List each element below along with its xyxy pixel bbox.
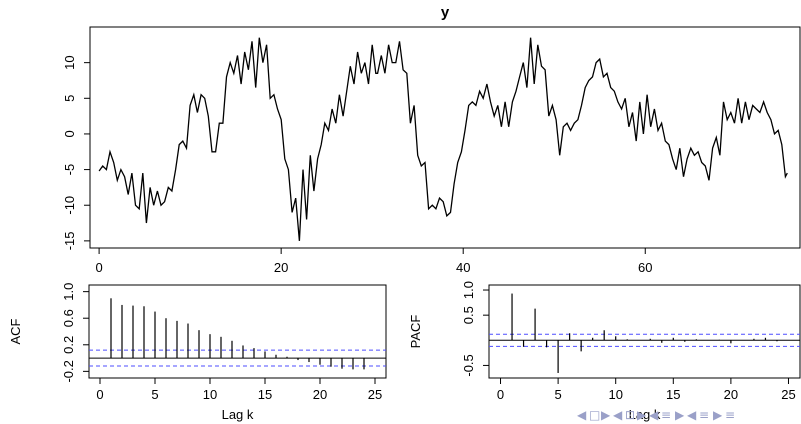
x-tick-label: 20 — [724, 387, 738, 402]
chart-title: y — [441, 4, 450, 21]
y-axis-label: PACF — [408, 315, 423, 349]
y-tick-label: -0.5 — [461, 354, 476, 376]
plot-frame — [488, 284, 801, 379]
y-tick-label: -15 — [62, 231, 77, 250]
nav-symbol: ▶ — [637, 408, 647, 422]
nav-symbol: ▶ — [601, 408, 611, 422]
x-tick-label: 25 — [781, 387, 795, 402]
x-tick-label: 20 — [274, 260, 288, 275]
nav-symbol: ◀ — [613, 408, 623, 422]
series-line — [98, 37, 788, 241]
x-tick-label: 5 — [151, 387, 158, 402]
chart-panel-0: 0 20 40 60 -15 -10 -5 0 5 10 y — [62, 4, 801, 275]
x-tick-label: 0 — [96, 387, 103, 402]
nav-symbol: ▶ — [713, 408, 723, 422]
x-tick-label: 10 — [203, 387, 217, 402]
x-tick-label: 0 — [497, 387, 504, 402]
x-tick-label: 60 — [638, 260, 652, 275]
x-axis-label: Lag k — [222, 407, 254, 422]
y-tick-label: -10 — [62, 196, 77, 215]
y-tick-label: -5 — [62, 164, 77, 176]
x-tick-label: 25 — [368, 387, 382, 402]
beamer-navigation: ◀ □ ▶ ◀ ⊡ ▶ ◀ ≡ ▶ ◀ ≡ ▶ ≡ — [577, 408, 735, 422]
x-tick-label: 40 — [456, 260, 470, 275]
x-tick-label: 20 — [313, 387, 327, 402]
y-tick-label: 5 — [62, 95, 77, 102]
nav-symbol: ⊡ — [625, 408, 635, 422]
nav-symbol: ▶ — [675, 408, 685, 422]
nav-symbol: ≡ — [725, 408, 735, 422]
plot-frame — [89, 26, 801, 249]
x-tick-label: 10 — [608, 387, 622, 402]
y-tick-label: -0.2 — [61, 360, 76, 382]
nav-symbol: ◀ — [649, 408, 659, 422]
nav-symbol: ≡ — [699, 408, 709, 422]
nav-symbol: ◀ — [687, 408, 697, 422]
x-tick-label: 15 — [258, 387, 272, 402]
nav-symbol: ◀ — [577, 408, 587, 422]
chart-panel-1: 0 5 10 15 20 25 -0.2 0.2 0.6 1.0 Lag k ACF — [8, 283, 387, 422]
nav-symbol: ≡ — [661, 408, 671, 422]
x-tick-label: 15 — [666, 387, 680, 402]
y-tick-label: 1.0 — [461, 281, 476, 299]
y-tick-label: 0.6 — [61, 309, 76, 327]
y-tick-label: 0.2 — [61, 336, 76, 354]
plot-frame — [88, 284, 387, 379]
x-tick-label: 5 — [554, 387, 561, 402]
chart-panel-2: 0 5 10 15 20 25 -0.5 0.5 1.0 Lag k PACF — [408, 281, 801, 422]
x-axis-label: Lag k — [629, 407, 661, 422]
x-tick-label: 0 — [95, 260, 102, 275]
y-tick-label: 10 — [62, 55, 77, 69]
y-tick-label: 1.0 — [61, 283, 76, 301]
nav-symbol: □ — [589, 408, 600, 422]
y-axis-label: ACF — [8, 318, 23, 344]
y-tick-label: 0 — [62, 130, 77, 137]
y-tick-label: 0.5 — [461, 306, 476, 324]
